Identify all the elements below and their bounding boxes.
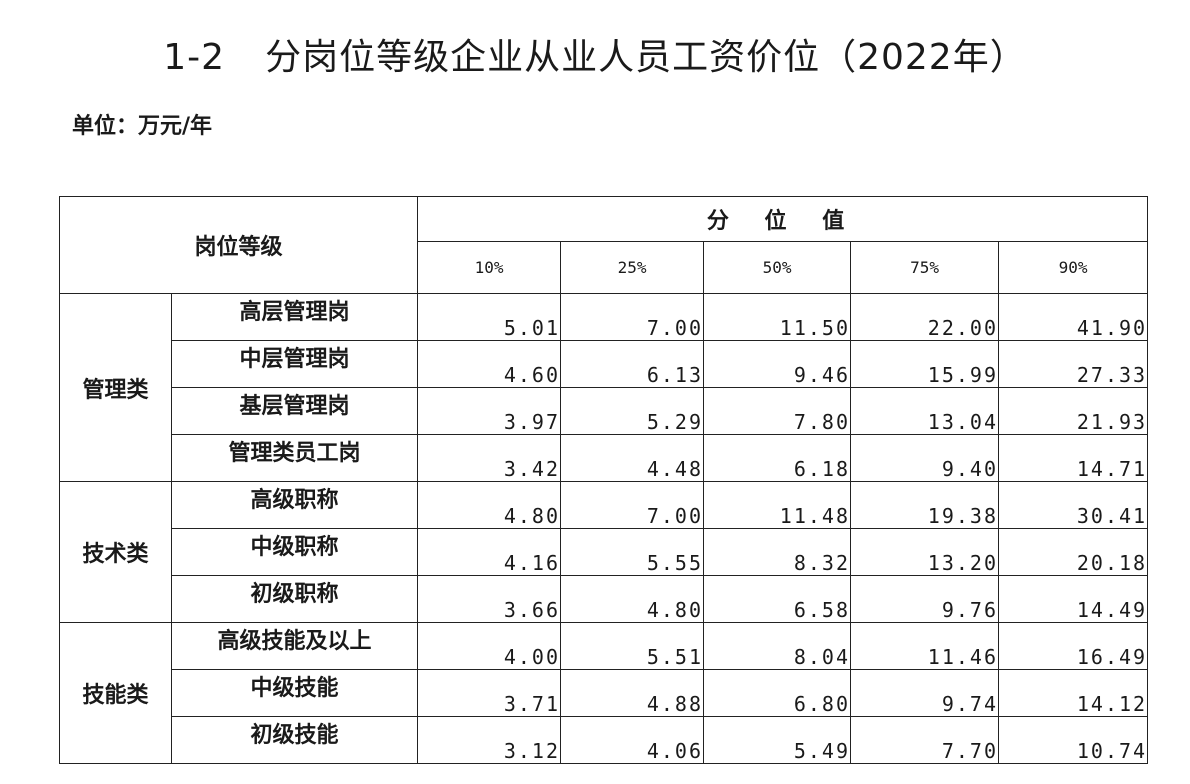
position-cell: 管理类员工岗 bbox=[170, 434, 419, 482]
percentile-header: 25% bbox=[560, 241, 705, 294]
table-row: 初级技能 3.12 4.06 5.49 7.70 10.74 bbox=[60, 716, 1149, 764]
value-cell: 8.04 bbox=[703, 622, 852, 670]
value-cell: 7.00 bbox=[560, 293, 705, 341]
unit-label: 单位：万元/年 bbox=[72, 114, 213, 139]
value-cell: 7.00 bbox=[560, 481, 705, 529]
position-cell: 高级职称 bbox=[170, 481, 419, 529]
value-cell: 22.00 bbox=[850, 293, 1000, 341]
percentile-header: 10% bbox=[417, 241, 562, 294]
value-cell: 5.55 bbox=[560, 528, 705, 576]
position-cell: 中层管理岗 bbox=[170, 340, 419, 388]
value-cell: 4.00 bbox=[417, 622, 562, 670]
value-cell: 9.76 bbox=[850, 575, 1000, 623]
value-cell: 13.04 bbox=[850, 387, 1000, 435]
value-cell: 3.97 bbox=[417, 387, 562, 435]
percentile-header: 75% bbox=[850, 241, 1000, 294]
value-cell: 14.12 bbox=[998, 669, 1149, 717]
value-cell: 3.71 bbox=[417, 669, 562, 717]
table-row: 管理类员工岗 3.42 4.48 6.18 9.40 14.71 bbox=[60, 434, 1149, 482]
header-percentile: 分 位 值 bbox=[417, 196, 1149, 242]
percentile-header: 90% bbox=[998, 241, 1149, 294]
value-cell: 13.20 bbox=[850, 528, 1000, 576]
percentile-header-row: 10% 25% 50% 75% 90% bbox=[60, 241, 1149, 294]
value-cell: 5.49 bbox=[703, 716, 852, 764]
table-row: 中层管理岗 4.60 6.13 9.46 15.99 27.33 bbox=[60, 340, 1149, 388]
category-cell: 管理类 bbox=[59, 293, 172, 482]
table-row: 初级职称 3.66 4.80 6.58 9.76 14.49 bbox=[60, 575, 1149, 623]
value-cell: 10.74 bbox=[998, 716, 1149, 764]
position-cell: 初级技能 bbox=[170, 716, 419, 764]
value-cell: 7.70 bbox=[850, 716, 1000, 764]
table-row: 中级技能 3.71 4.88 6.80 9.74 14.12 bbox=[60, 669, 1149, 717]
table-number: 1-2 bbox=[163, 37, 226, 78]
value-cell: 11.46 bbox=[850, 622, 1000, 670]
value-cell: 4.48 bbox=[560, 434, 705, 482]
value-cell: 5.29 bbox=[560, 387, 705, 435]
wage-table: 岗位等级 分 位 值 10% 25% 50% 75% 90% 管理类 高层管理岗 5… bbox=[58, 196, 1149, 764]
value-cell: 9.74 bbox=[850, 669, 1000, 717]
value-cell: 21.93 bbox=[998, 387, 1149, 435]
category-cell: 技术类 bbox=[59, 481, 172, 623]
position-cell: 基层管理岗 bbox=[170, 387, 419, 435]
table-row: 管理类 高层管理岗 5.01 7.00 11.50 22.00 41.90 bbox=[59, 293, 1149, 482]
value-cell: 4.16 bbox=[417, 528, 562, 576]
table-row: 技术类 高级职称 4.80 7.00 11.48 19.38 30.41 bbox=[59, 481, 1149, 623]
position-cell: 高层管理岗 bbox=[170, 293, 419, 341]
value-cell: 3.42 bbox=[417, 434, 562, 482]
value-cell: 11.48 bbox=[703, 481, 852, 529]
value-cell: 27.33 bbox=[998, 340, 1149, 388]
position-cell: 中级职称 bbox=[170, 528, 419, 576]
value-cell: 14.49 bbox=[998, 575, 1149, 623]
value-cell: 30.41 bbox=[998, 481, 1149, 529]
value-cell: 41.90 bbox=[998, 293, 1149, 341]
page-title: 1-2 分岗位等级企业从业人员工资价位（2022年） bbox=[0, 28, 1190, 80]
value-cell: 5.51 bbox=[560, 622, 705, 670]
value-cell: 6.80 bbox=[703, 669, 852, 717]
value-cell: 7.80 bbox=[703, 387, 852, 435]
value-cell: 9.46 bbox=[703, 340, 852, 388]
value-cell: 14.71 bbox=[998, 434, 1149, 482]
value-cell: 9.40 bbox=[850, 434, 1000, 482]
value-cell: 6.18 bbox=[703, 434, 852, 482]
table-row: 技能类 高级技能及以上 4.00 5.51 8.04 11.46 16.49 bbox=[59, 622, 1149, 764]
header-grade: 岗位等级 bbox=[58, 196, 419, 294]
value-cell: 4.80 bbox=[417, 481, 562, 529]
header-row: 岗位等级 分 位 值 bbox=[58, 196, 1149, 294]
position-cell: 中级技能 bbox=[170, 669, 419, 717]
value-cell: 3.12 bbox=[417, 716, 562, 764]
value-cell: 16.49 bbox=[998, 622, 1149, 670]
value-cell: 8.32 bbox=[703, 528, 852, 576]
category-cell: 技能类 bbox=[59, 622, 172, 764]
position-cell: 高级技能及以上 bbox=[170, 622, 419, 670]
value-cell: 4.88 bbox=[560, 669, 705, 717]
value-cell: 3.66 bbox=[417, 575, 562, 623]
value-cell: 15.99 bbox=[850, 340, 1000, 388]
percentile-header: 50% bbox=[703, 241, 852, 294]
value-cell: 5.01 bbox=[417, 293, 562, 341]
value-cell: 20.18 bbox=[998, 528, 1149, 576]
value-cell: 11.50 bbox=[703, 293, 852, 341]
value-cell: 19.38 bbox=[850, 481, 1000, 529]
value-cell: 4.60 bbox=[417, 340, 562, 388]
table-title-text: 分岗位等级企业从业人员工资价位（2022年） bbox=[265, 37, 1027, 78]
value-cell: 4.80 bbox=[560, 575, 705, 623]
table-row: 基层管理岗 3.97 5.29 7.80 13.04 21.93 bbox=[60, 387, 1149, 435]
value-cell: 6.13 bbox=[560, 340, 705, 388]
position-cell: 初级职称 bbox=[170, 575, 419, 623]
value-cell: 6.58 bbox=[703, 575, 852, 623]
value-cell: 4.06 bbox=[560, 716, 705, 764]
table-row: 中级职称 4.16 5.55 8.32 13.20 20.18 bbox=[60, 528, 1149, 576]
